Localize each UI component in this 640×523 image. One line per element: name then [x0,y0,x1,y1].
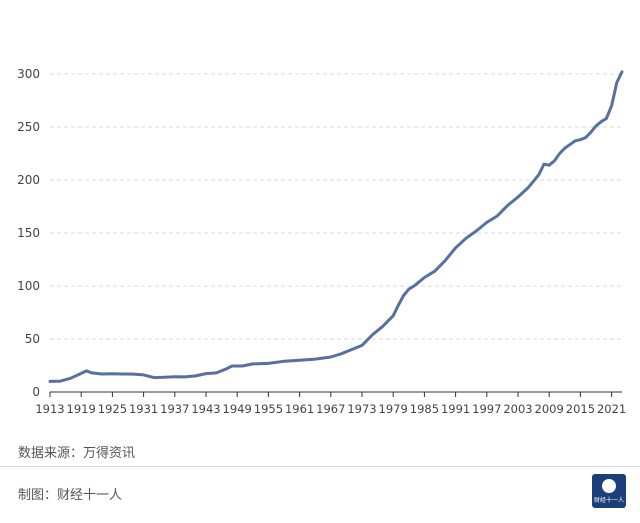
x-tick-label: 1937 [160,402,189,416]
x-axis-tick-labels: 1913 1919 1925 1931 1937 1943 1949 1955 1961 1967… [35,402,626,416]
y-axis-tick-labels: 0 50 100 150 200 250 300 [17,67,40,399]
publisher-logo: 财经十一人 [592,474,626,508]
y-tick-label: 0 [32,385,40,399]
x-tick-label: 2003 [503,402,532,416]
x-tick-label: 2021 [597,402,626,416]
x-tick-label: 1973 [347,402,376,416]
x-tick-label: 1943 [191,402,220,416]
chart-credit: 制图：财经十一人 [18,488,123,503]
x-tick-label: 1919 [67,402,96,416]
y-tick-label: 250 [17,120,40,134]
x-tick-label: 1997 [472,402,501,416]
x-tick-label: 1979 [379,402,408,416]
logo-text: 财经十一人 [593,497,624,504]
x-tick-label: 1985 [410,402,439,416]
x-tick-label: 1925 [98,402,127,416]
x-tick-label: 1967 [316,402,345,416]
globe-icon [602,479,616,493]
y-tick-label: 50 [25,332,40,346]
x-tick-label: 1961 [285,402,314,416]
x-tick-label: 2009 [535,402,564,416]
x-tick-label: 1949 [223,402,252,416]
divider [0,466,640,467]
data-source-note: 数据来源：万得资讯 [18,446,136,461]
y-tick-label: 300 [17,67,40,81]
x-tick-label: 1991 [441,402,470,416]
y-tick-label: 100 [17,279,40,293]
series-layer [48,70,624,383]
x-tick-label: 1931 [129,402,158,416]
grid-lines [50,73,622,340]
y-tick-label: 150 [17,226,40,240]
y-tick-label: 200 [17,173,40,187]
x-tick-label: 1913 [35,402,64,416]
series-line [48,70,624,383]
x-tick-label: 2015 [566,402,595,416]
x-axis [49,391,622,397]
x-tick-label: 1955 [254,402,283,416]
